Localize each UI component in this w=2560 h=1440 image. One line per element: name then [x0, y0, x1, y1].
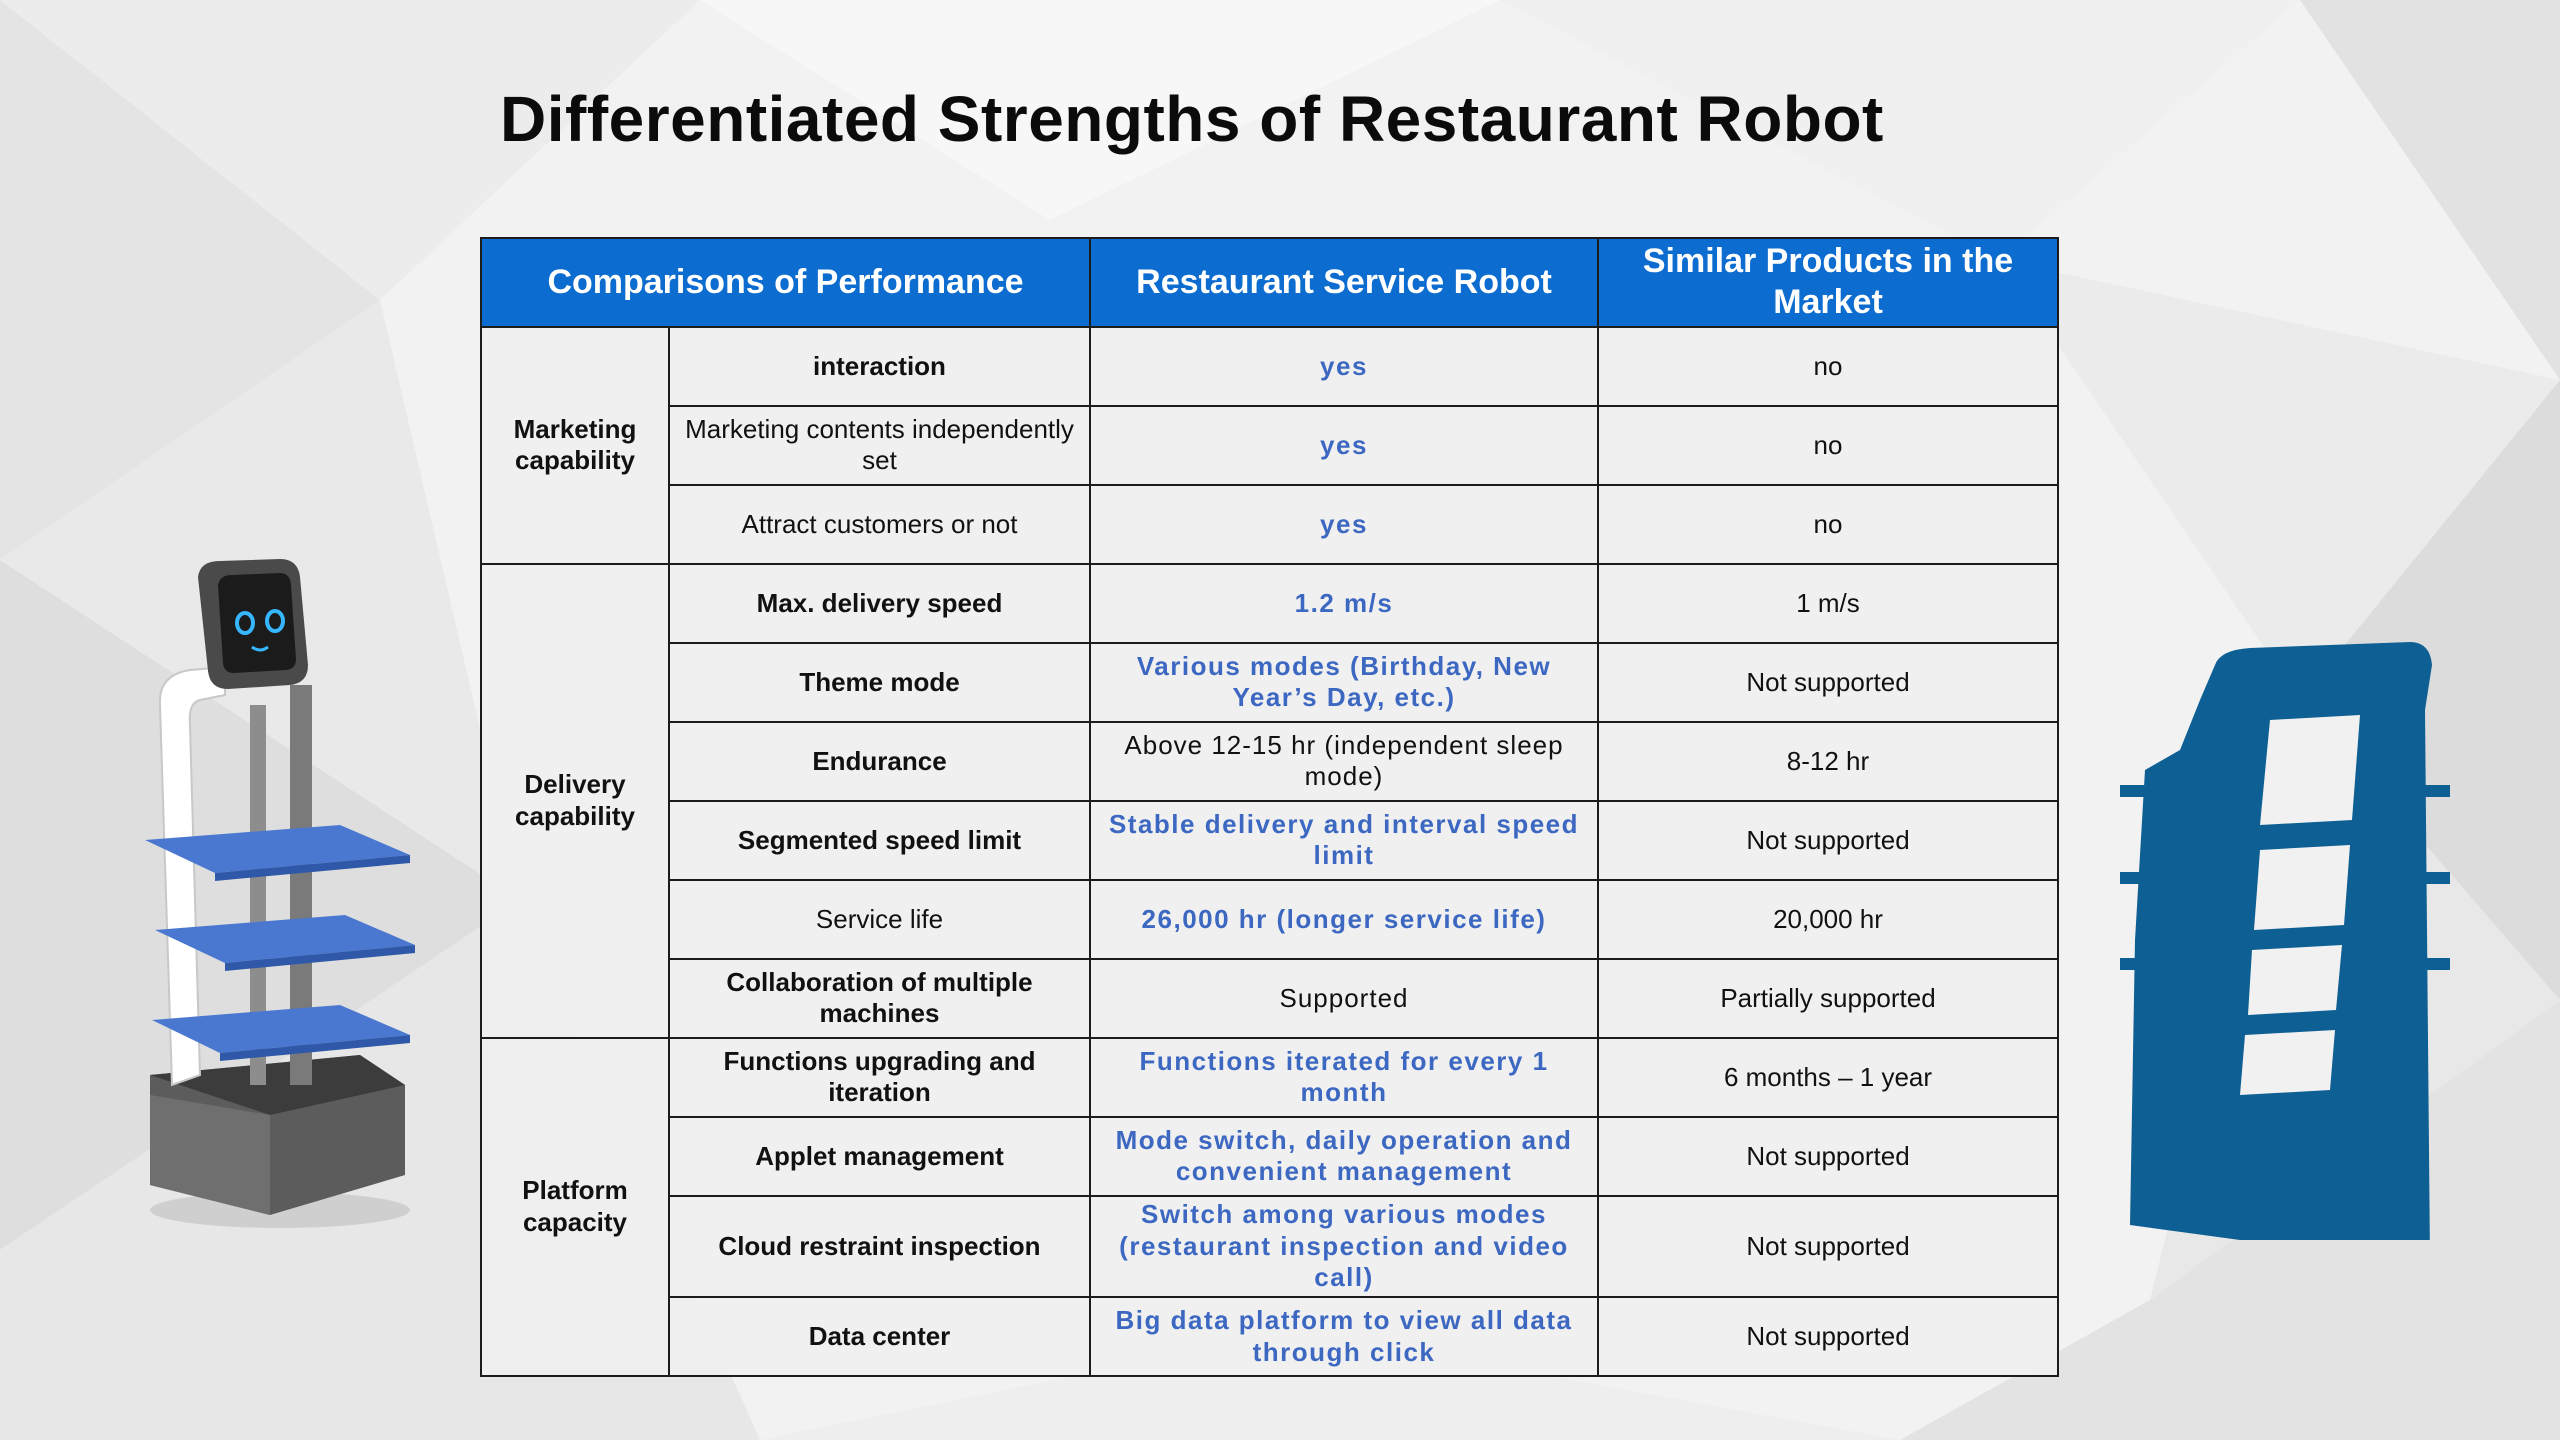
- robot-value-cell: 26,000 hr (longer service life): [1089, 878, 1599, 960]
- market-value-cell: no: [1597, 483, 2059, 565]
- feature-cell: Applet management: [668, 1115, 1091, 1197]
- market-value-cell: 8-12 hr: [1597, 720, 2059, 802]
- slide-title: Differentiated Strengths of Restaurant R…: [500, 83, 1884, 155]
- market-value-cell: Not supported: [1597, 799, 2059, 881]
- table-row: Applet management Mode switch, daily ope…: [481, 1115, 2059, 1197]
- robot-value-cell: Supported: [1089, 957, 1599, 1039]
- feature-cell: Attract customers or not: [668, 483, 1091, 565]
- market-value-cell: Not supported: [1597, 1194, 2059, 1299]
- table-row: Segmented speed limit Stable delivery an…: [481, 799, 2059, 881]
- feature-cell: Segmented speed limit: [668, 799, 1091, 881]
- robot-value-cell: Various modes (Birthday, New Year’s Day,…: [1089, 641, 1599, 723]
- table-row: Endurance Above 12-15 hr (independent sl…: [481, 720, 2059, 802]
- table-row: Marketing contents independently set yes…: [481, 404, 2059, 486]
- table-row: Theme mode Various modes (Birthday, New …: [481, 641, 2059, 723]
- robot-silhouette-icon: [2120, 642, 2450, 1240]
- feature-cell: Max. delivery speed: [668, 562, 1091, 644]
- market-value-cell: 6 months – 1 year: [1597, 1036, 2059, 1118]
- feature-cell: Collaboration of multiple machines: [668, 957, 1091, 1039]
- robot-value-cell: yes: [1089, 325, 1599, 407]
- feature-cell: Marketing contents independently set: [668, 404, 1091, 486]
- comparison-table: Comparisons of Performance Restaurant Se…: [480, 237, 2059, 1378]
- robot-value-cell: Mode switch, daily operation and conveni…: [1089, 1115, 1599, 1197]
- market-value-cell: Not supported: [1597, 641, 2059, 723]
- table-header-row: Comparisons of Performance Restaurant Se…: [480, 237, 2059, 328]
- table-row: Collaboration of multiple machines Suppo…: [481, 957, 2059, 1039]
- table-row: Marketing capability interaction yes no: [480, 325, 2059, 565]
- table-row: Cloud restraint inspection Switch among …: [481, 1194, 2059, 1299]
- market-value-cell: Partially supported: [1597, 957, 2059, 1039]
- header-restaurant-robot: Restaurant Service Robot: [1089, 237, 1599, 328]
- table-row: Delivery capability Max. delivery speed …: [480, 562, 2059, 1039]
- market-value-cell: no: [1597, 404, 2059, 486]
- table-row: Attract customers or not yes no: [481, 483, 2059, 565]
- category-cell: Marketing capability: [480, 325, 670, 565]
- market-value-cell: 20,000 hr: [1597, 878, 2059, 960]
- feature-cell: Endurance: [668, 720, 1091, 802]
- feature-cell: Cloud restraint inspection: [668, 1194, 1091, 1299]
- table-row: Platform capacity Functions upgrading an…: [480, 1036, 2059, 1378]
- robot-value-cell: Stable delivery and interval speed limit: [1089, 799, 1599, 881]
- header-comparisons: Comparisons of Performance: [480, 237, 1091, 328]
- robot-value-cell: Functions iterated for every 1 month: [1089, 1036, 1599, 1118]
- feature-cell: Data center: [668, 1296, 1091, 1378]
- market-value-cell: Not supported: [1597, 1115, 2059, 1197]
- robot-value-cell: yes: [1089, 483, 1599, 565]
- header-similar-products: Similar Products in the Market: [1597, 237, 2059, 328]
- robot-value-cell: Big data platform to view all data throu…: [1089, 1296, 1599, 1378]
- table-row: Service life 26,000 hr (longer service l…: [481, 878, 2059, 960]
- category-cell: Platform capacity: [480, 1036, 670, 1378]
- robot-value-cell: yes: [1089, 404, 1599, 486]
- feature-cell: interaction: [668, 325, 1091, 407]
- restaurant-robot-image: [145, 559, 415, 1228]
- robot-value-cell: Above 12-15 hr (independent sleep mode): [1089, 720, 1599, 802]
- market-value-cell: Not supported: [1597, 1296, 2059, 1378]
- robot-value-cell: Switch among various modes (restaurant i…: [1089, 1194, 1599, 1299]
- category-cell: Delivery capability: [480, 562, 670, 1039]
- feature-cell: Theme mode: [668, 641, 1091, 723]
- robot-value-cell: 1.2 m/s: [1089, 562, 1599, 644]
- feature-cell: Service life: [668, 878, 1091, 960]
- market-value-cell: no: [1597, 325, 2059, 407]
- market-value-cell: 1 m/s: [1597, 562, 2059, 644]
- table-row: Data center Big data platform to view al…: [481, 1296, 2059, 1378]
- feature-cell: Functions upgrading and iteration: [668, 1036, 1091, 1118]
